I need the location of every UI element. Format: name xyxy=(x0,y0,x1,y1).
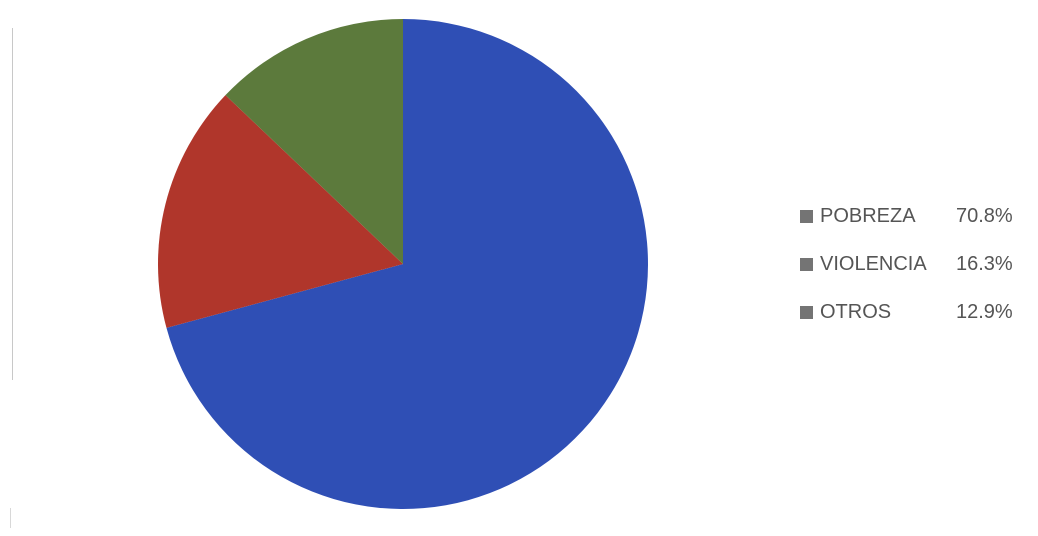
pie-slice-pobreza xyxy=(166,19,648,509)
legend-label: VIOLENCIA xyxy=(820,253,927,275)
pie-slice-otros xyxy=(225,19,403,264)
legend-value: 70.8% xyxy=(956,205,1013,227)
scan-edge-tick xyxy=(10,508,11,528)
legend-value: 16.3% xyxy=(956,253,1013,275)
scan-edge-line xyxy=(12,28,13,380)
legend-item-violencia: VIOLENCIA 16.3% xyxy=(800,246,1030,294)
legend-item-pobreza: POBREZA 70.8% xyxy=(800,198,1030,246)
legend-label: OTROS xyxy=(820,301,892,323)
legend-item-otros: OTROS 12.9% xyxy=(800,294,1030,342)
legend-label: POBREZA xyxy=(820,205,916,227)
legend-value: 12.9% xyxy=(956,301,1013,323)
legend-swatch xyxy=(800,306,813,319)
legend-swatch xyxy=(800,258,813,271)
legend: POBREZA 70.8% VIOLENCIA 16.3% OTROS 12.9… xyxy=(800,198,1030,342)
pie-slices xyxy=(157,19,648,509)
pie-slice-violencia xyxy=(157,95,403,328)
legend-swatch xyxy=(800,210,813,223)
